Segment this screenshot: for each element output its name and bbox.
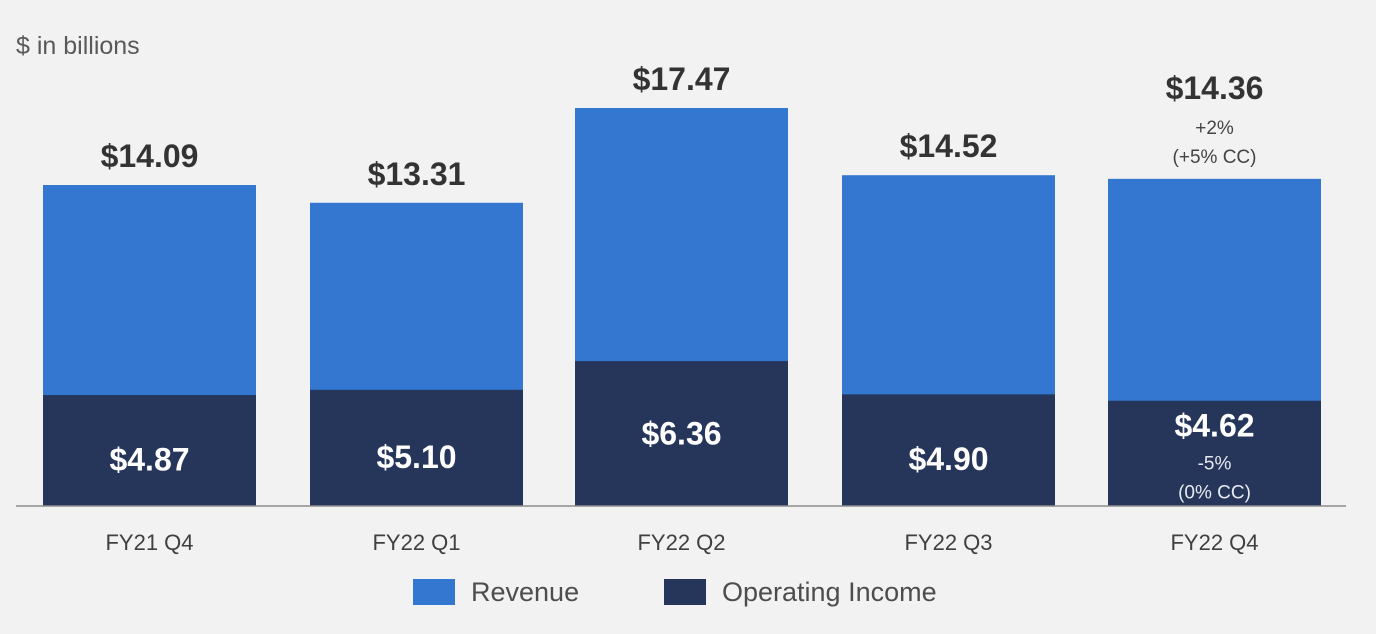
legend-swatch — [413, 579, 455, 605]
operating-income-bar — [575, 361, 788, 506]
operating-income-bar — [1108, 400, 1321, 506]
revenue-value-label: $13.31 — [368, 156, 466, 192]
operating-income-bar — [43, 395, 256, 506]
legend-label: Operating Income — [722, 577, 937, 607]
operating-income-value-label: $6.36 — [641, 416, 721, 452]
operating-income-value-label: $4.90 — [908, 441, 988, 477]
revenue-value-label: $14.09 — [101, 138, 199, 174]
revenue-growth-annotation: (+5% CC) — [1173, 147, 1257, 168]
bars-group: $14.09 $4.87 $13.31 $5.10 $17.47 $6.36 $14.52 $… — [43, 61, 1321, 506]
revenue-value-label: $14.52 — [900, 128, 998, 164]
x-tick-label: FY22 Q3 — [904, 530, 992, 555]
x-tick-label: FY22 Q1 — [372, 530, 460, 555]
operating-income-value-label: $4.62 — [1174, 408, 1254, 444]
revenue-value-label: $17.47 — [633, 61, 731, 97]
unit-note: $ in billions — [16, 32, 140, 60]
operating-income-growth-annotation: -5% — [1198, 454, 1232, 475]
operating-income-value-label: $5.10 — [376, 439, 456, 475]
x-axis-labels: FY21 Q4 FY22 Q1 FY22 Q2 FY22 Q3 FY22 Q4 — [105, 530, 1258, 555]
operating-income-growth-annotation: (0% CC) — [1178, 483, 1251, 504]
legend-label: Revenue — [471, 577, 579, 607]
x-tick-label: FY22 Q2 — [637, 530, 725, 555]
legend: Revenue Operating Income — [413, 577, 937, 607]
x-tick-label: FY22 Q4 — [1170, 530, 1258, 555]
x-tick-label: FY21 Q4 — [105, 530, 193, 555]
revenue-value-label: $14.36 — [1166, 70, 1264, 106]
operating-income-value-label: $4.87 — [109, 442, 189, 478]
operating-income-bar — [842, 394, 1055, 506]
revenue-growth-annotation: +2% — [1195, 118, 1234, 139]
legend-swatch — [664, 579, 706, 605]
operating-income-bar — [310, 389, 523, 506]
